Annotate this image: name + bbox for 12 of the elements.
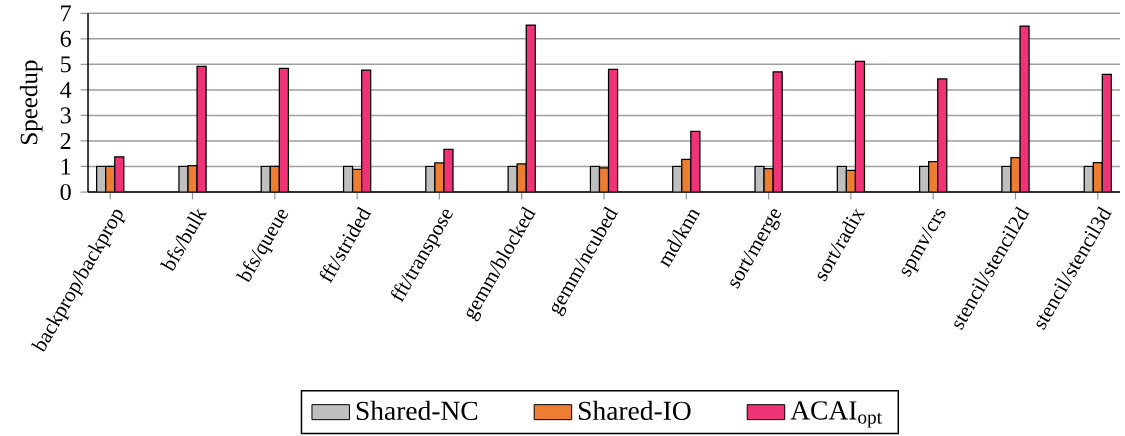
y-tick-label: 1 <box>61 158 71 175</box>
y-tick-label: 5 <box>61 56 71 73</box>
legend-label: Shared-NC <box>356 400 478 421</box>
y-tick-label: 7 <box>61 5 71 22</box>
y-tick-label: 0 <box>60 183 71 201</box>
y-tick-label: 3 <box>60 107 71 124</box>
y-tick-label: 6 <box>60 30 71 47</box>
legend-label: ACAI$_{opt}$ <box>790 401 882 428</box>
y-tick-label: 2 <box>60 133 71 149</box>
y-tick-label: 4 <box>60 81 72 98</box>
y-axis-title: Speedup <box>19 60 43 145</box>
legend-label: Shared-IO <box>579 400 691 421</box>
